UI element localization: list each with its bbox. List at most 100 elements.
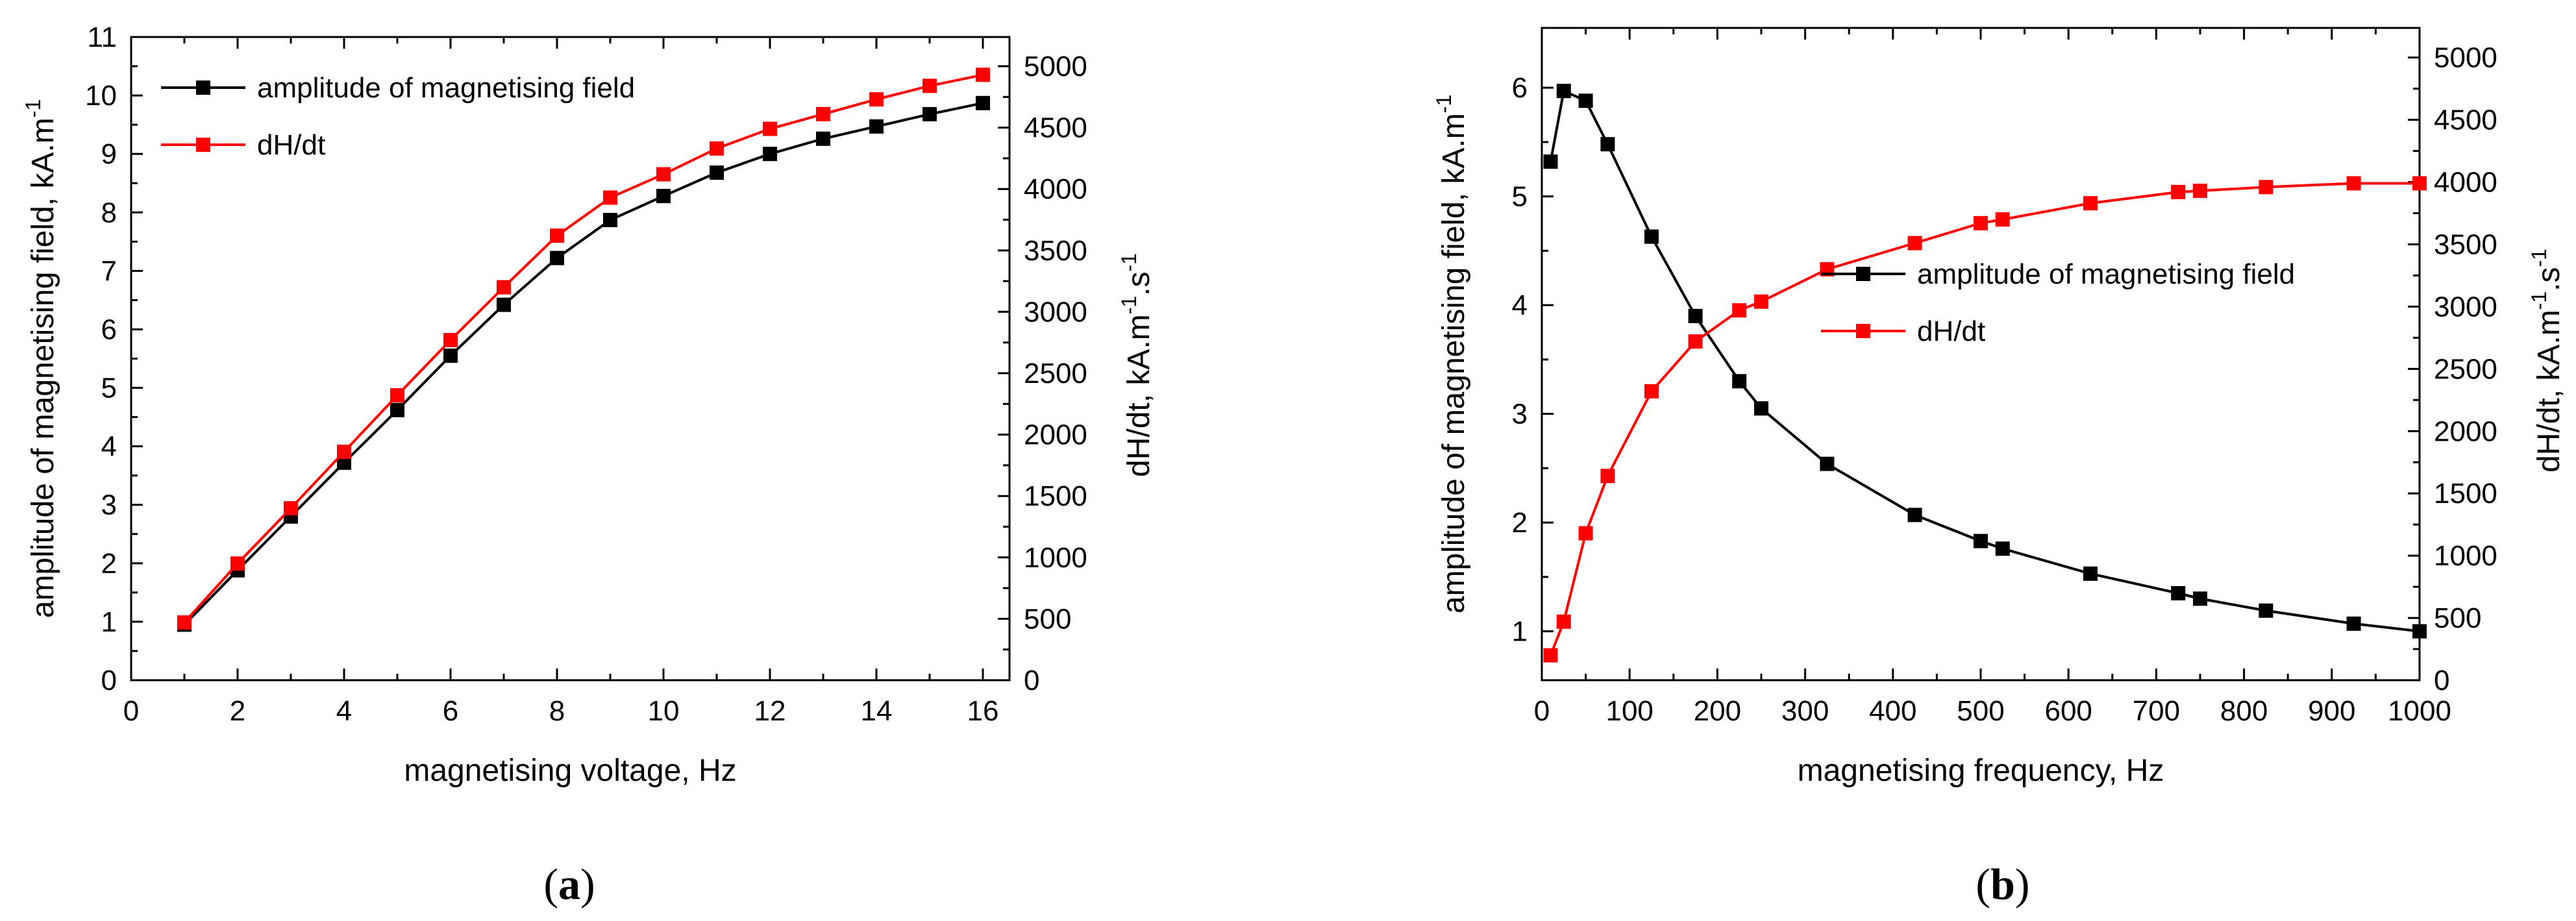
data-point-amplitude (816, 131, 830, 146)
y-left-tick-label: 7 (101, 255, 117, 287)
data-point-dhdt (816, 106, 830, 121)
data-point-dhdt (1995, 212, 2010, 227)
x-tick-label: 16 (967, 695, 999, 727)
data-point-amplitude (1754, 401, 1768, 416)
data-point-amplitude (497, 297, 511, 312)
legend-label: amplitude of magnetising field (257, 72, 635, 104)
x-tick-label: 10 (648, 695, 680, 727)
data-point-dhdt (1556, 614, 1571, 629)
x-tick-label: 8 (549, 695, 565, 727)
series-line-dhdt (1549, 182, 2420, 656)
y-right-tick-label: 2500 (2434, 353, 2497, 385)
x-tick-label: 600 (2044, 695, 2092, 727)
panel-label: (b) (1975, 859, 2029, 909)
y-right-tick-label: 500 (1024, 603, 1071, 635)
y-left-tick-label: 2 (1512, 507, 1528, 539)
data-point-amplitude (443, 348, 458, 363)
data-point-dhdt (603, 190, 617, 205)
y-right-axis-title-mid: .s (1122, 271, 1156, 295)
x-axis-title: magnetising voltage, Hz (404, 754, 736, 788)
y-right-axis-title-sup2: -1 (1117, 253, 1141, 271)
data-point-dhdt (390, 388, 404, 403)
data-point-dhdt (443, 332, 458, 347)
panel-label-letter: b (1990, 859, 2015, 909)
data-point-amplitude (2259, 603, 2273, 618)
data-point-dhdt (2259, 180, 2273, 195)
y-right-axis-title-mid: .s (2532, 267, 2566, 291)
data-point-dhdt (1543, 648, 1558, 663)
y-right-tick-label: 2000 (1024, 419, 1087, 451)
data-point-dhdt (1754, 294, 1768, 309)
data-point-dhdt (230, 556, 245, 571)
data-point-amplitude (1543, 154, 1558, 169)
data-point-dhdt (497, 280, 511, 295)
y-left-axis-title-text: amplitude of magnetising field, kA.m (1437, 113, 1471, 613)
y-left-tick-label: 3 (101, 489, 117, 521)
data-point-amplitude (2171, 586, 2186, 600)
y-right-axis-title-sup: -1 (1117, 296, 1141, 314)
data-point-dhdt (763, 121, 777, 136)
data-point-amplitude (976, 95, 990, 110)
data-point-amplitude (1820, 456, 1835, 471)
data-point-amplitude (1688, 308, 1703, 323)
y-right-tick-label: 5000 (2434, 42, 2497, 74)
y-left-tick-label: 3 (1512, 399, 1528, 430)
chart-panel-b: 0 100 200 300 400 500 600 700 800 900 1000 1 2 3 4 5 6 0 5… (1432, 27, 2566, 909)
data-point-dhdt (2346, 176, 2361, 191)
x-tick-label: 400 (1869, 695, 1916, 727)
x-tick-label: 500 (1957, 695, 2004, 727)
data-point-amplitude (1995, 541, 2010, 556)
y-right-axis-title-text: dH/dt, kA.m (2532, 310, 2566, 473)
legend-label: dH/dt (1917, 315, 1985, 347)
series-line-amplitude (183, 101, 984, 626)
data-point-amplitude (2193, 591, 2207, 606)
y-left-axis-title: amplitude of magnetising field, kA.m-1 (21, 99, 60, 619)
y-left-axis-title-text: amplitude of magnetising field, kA.m (26, 117, 60, 618)
y-left-tick-label: 10 (85, 80, 117, 112)
panel-label-open: ( (543, 859, 558, 909)
y-left-tick-label: 2 (101, 548, 117, 580)
x-tick-label: 14 (861, 695, 893, 727)
y-right-tick-label: 1000 (1024, 542, 1087, 574)
y-left-axis-title: amplitude of magnetising field, kA.m-1 (1432, 95, 1471, 614)
series-line-amplitude (1549, 89, 2420, 633)
legend-marker (196, 80, 210, 95)
x-tick-label: 0 (1534, 695, 1550, 727)
data-point-dhdt (2193, 183, 2207, 198)
x-tick-label: 0 (123, 695, 139, 727)
legend-label: dH/dt (257, 129, 325, 161)
data-point-dhdt (1600, 469, 1615, 484)
y-right-tick-label: 2000 (2434, 415, 2497, 447)
y-right-tick-label: 4000 (2434, 167, 2497, 199)
data-point-dhdt (550, 228, 564, 243)
y-left-tick-label: 4 (101, 431, 117, 463)
y-right-tick-label: 1000 (2434, 540, 2497, 572)
data-point-dhdt (869, 92, 884, 107)
y-right-tick-label: 500 (2434, 602, 2481, 634)
panel-label: (a) (543, 859, 595, 909)
data-point-amplitude (337, 455, 351, 470)
y-right-tick-label: 3000 (2434, 291, 2497, 323)
data-point-amplitude (923, 106, 937, 121)
y-right-tick-label: 0 (1024, 665, 1039, 696)
data-point-amplitude (1578, 93, 1593, 108)
data-point-amplitude (1974, 534, 1988, 548)
y-left-tick-label: 0 (101, 665, 117, 696)
data-point-amplitude (550, 251, 564, 265)
data-point-dhdt (337, 445, 351, 460)
x-tick-label: 300 (1781, 695, 1829, 727)
x-tick-label: 200 (1694, 695, 1741, 727)
x-tick-label: 4 (336, 695, 352, 727)
y-left-tick-label: 6 (101, 313, 117, 345)
y-right-tick-label: 2500 (1024, 358, 1087, 389)
y-left-tick-label: 5 (101, 373, 117, 404)
y-right-tick-label: 4500 (2434, 104, 2497, 136)
panel-label-close: ) (580, 859, 595, 909)
x-tick-label: 12 (754, 695, 786, 727)
y-right-tick-label: 3000 (1024, 296, 1087, 328)
y-left-tick-label: 6 (1512, 72, 1528, 104)
data-point-amplitude (656, 189, 671, 204)
y-left-tick-label: 1 (101, 606, 117, 638)
x-tick-label: 1000 (2388, 695, 2451, 727)
data-point-dhdt (976, 68, 990, 82)
